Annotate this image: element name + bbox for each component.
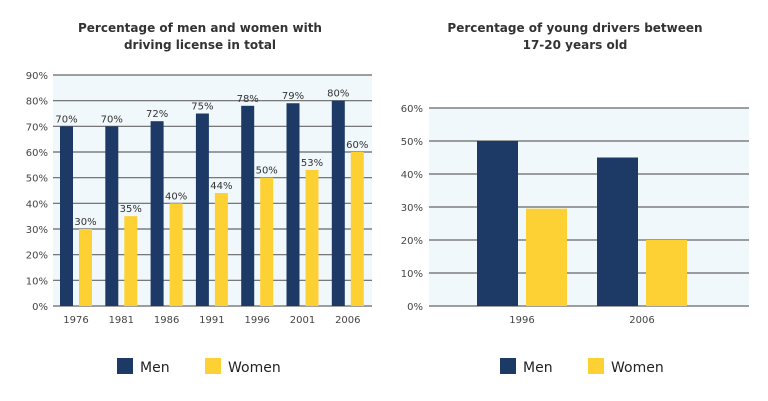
x-tick-label: 1986	[154, 315, 179, 326]
y-tick-label: 50%	[401, 137, 423, 148]
y-tick-label: 20%	[26, 251, 48, 262]
y-tick-label: 0%	[32, 302, 48, 313]
data-label: 75%	[191, 102, 213, 113]
y-tick-label: 10%	[26, 276, 48, 287]
bar-women-2006	[350, 152, 364, 306]
bar-men-2006	[331, 100, 345, 307]
legend-swatch-men	[117, 358, 133, 374]
x-tick-label: 1996	[509, 315, 534, 326]
bar-men-1996	[241, 105, 255, 306]
bar-men-1986	[150, 121, 164, 306]
y-tick-label: 30%	[26, 225, 48, 236]
x-tick-label: 2006	[335, 315, 360, 326]
data-label: 44%	[210, 181, 232, 192]
x-tick-label: 2006	[629, 315, 654, 326]
legend-label-women: Women	[228, 360, 281, 376]
x-tick-label: 1996	[244, 315, 269, 326]
chart-title: Percentage of men and women with	[78, 21, 322, 35]
chart-title: 17-20 years old	[523, 38, 628, 52]
data-label: 50%	[256, 166, 278, 177]
bar-women-1986	[169, 203, 183, 306]
data-label: 35%	[120, 204, 142, 215]
chart-title: driving license in total	[124, 38, 276, 52]
legend-label-men: Men	[140, 360, 170, 376]
bar-women-1996	[526, 208, 567, 306]
data-label: 70%	[101, 114, 123, 125]
bar-men-2001	[286, 103, 300, 306]
x-tick-label: 1981	[109, 315, 134, 326]
y-tick-label: 20%	[401, 236, 423, 247]
x-tick-label: 2001	[290, 315, 315, 326]
chart-1: Percentage of men and women with driving …	[26, 21, 372, 376]
bar-men-1976	[60, 126, 73, 306]
y-tick-label: 80%	[26, 97, 48, 108]
y-tick-label: 40%	[26, 199, 48, 210]
x-tick-label: 1976	[63, 315, 88, 326]
chart-title: Percentage of young drivers between	[447, 21, 702, 35]
legend: Men Women	[117, 358, 281, 376]
data-label: 72%	[146, 109, 168, 120]
data-label: 80%	[327, 89, 349, 100]
bar-women-1976	[79, 229, 92, 306]
y-tick-label: 90%	[26, 71, 48, 82]
data-label: 40%	[165, 191, 187, 202]
y-tick-label: 60%	[401, 104, 423, 115]
y-tick-label: 70%	[26, 122, 48, 133]
y-tick-label: 40%	[401, 170, 423, 181]
data-label: 70%	[55, 114, 77, 125]
bar-men-1996	[477, 141, 518, 306]
y-tick-label: 10%	[401, 269, 423, 280]
data-label: 53%	[301, 158, 323, 169]
legend-label-women: Women	[611, 360, 664, 376]
bar-women-1991	[214, 193, 228, 306]
data-label: 30%	[74, 217, 96, 228]
bar-women-2006	[646, 240, 687, 306]
bar-women-2001	[305, 169, 319, 306]
bar-men-1991	[195, 113, 209, 306]
chart-2: Percentage of young drivers between 17-20…	[401, 21, 749, 376]
x-tick-label: 1991	[199, 315, 224, 326]
y-tick-label: 30%	[401, 203, 423, 214]
legend: Men Women	[500, 358, 664, 376]
y-tick-label: 0%	[407, 302, 423, 313]
legend-swatch-women	[588, 358, 604, 374]
legend-swatch-women	[205, 358, 221, 374]
data-label: 79%	[282, 91, 304, 102]
y-tick-label: 50%	[26, 174, 48, 185]
bar-men-1981	[105, 126, 119, 306]
legend-swatch-men	[500, 358, 516, 374]
y-tick-label: 60%	[26, 148, 48, 159]
bar-men-2006	[597, 157, 638, 306]
bar-women-1996	[260, 177, 274, 306]
legend-label-men: Men	[523, 360, 553, 376]
bar-women-1981	[124, 216, 138, 306]
data-label: 78%	[237, 94, 259, 105]
data-label: 60%	[346, 140, 368, 151]
